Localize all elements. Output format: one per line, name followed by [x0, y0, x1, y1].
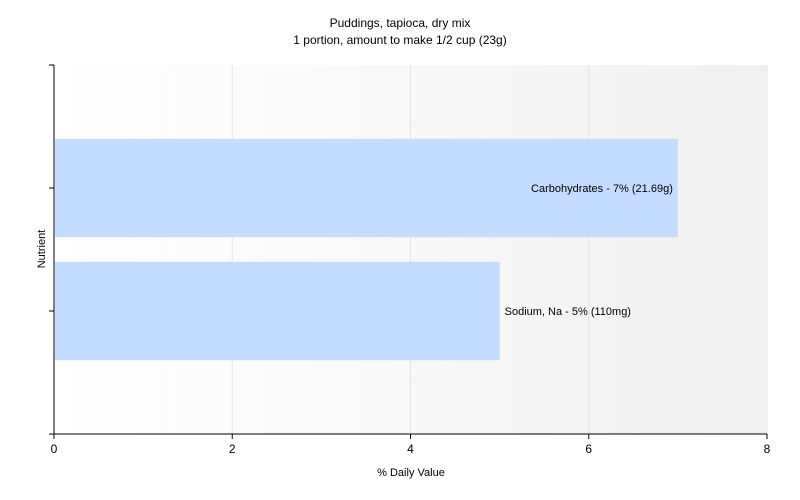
x-tick-label: 6 [585, 442, 592, 456]
chart-title: Puddings, tapioca, dry mix [330, 16, 471, 30]
y-axis-label: Nutrient [36, 230, 48, 269]
grid-lines [231, 65, 768, 434]
x-tick-label: 2 [229, 442, 236, 456]
chart-subtitle: 1 portion, amount to make 1/2 cup (23g) [293, 33, 506, 47]
bar [55, 138, 678, 238]
bar-data-label: Sodium, Na - 5% (110mg) [505, 306, 631, 318]
y-ticks [49, 64, 54, 435]
bar-data-label: Carbohydrates - 7% (21.69g) [531, 183, 673, 195]
bar [55, 261, 500, 361]
x-tick-label: 0 [51, 442, 58, 456]
x-tick-label: 4 [407, 442, 414, 456]
x-tick-label: 8 [764, 442, 771, 456]
bar-labels: Carbohydrates - 7% (21.69g) Sodium, Na - … [505, 183, 673, 318]
x-axis-label: % Daily Value [377, 467, 445, 479]
bars [55, 138, 678, 361]
x-ticks: 0 2 4 6 8 [51, 434, 771, 456]
